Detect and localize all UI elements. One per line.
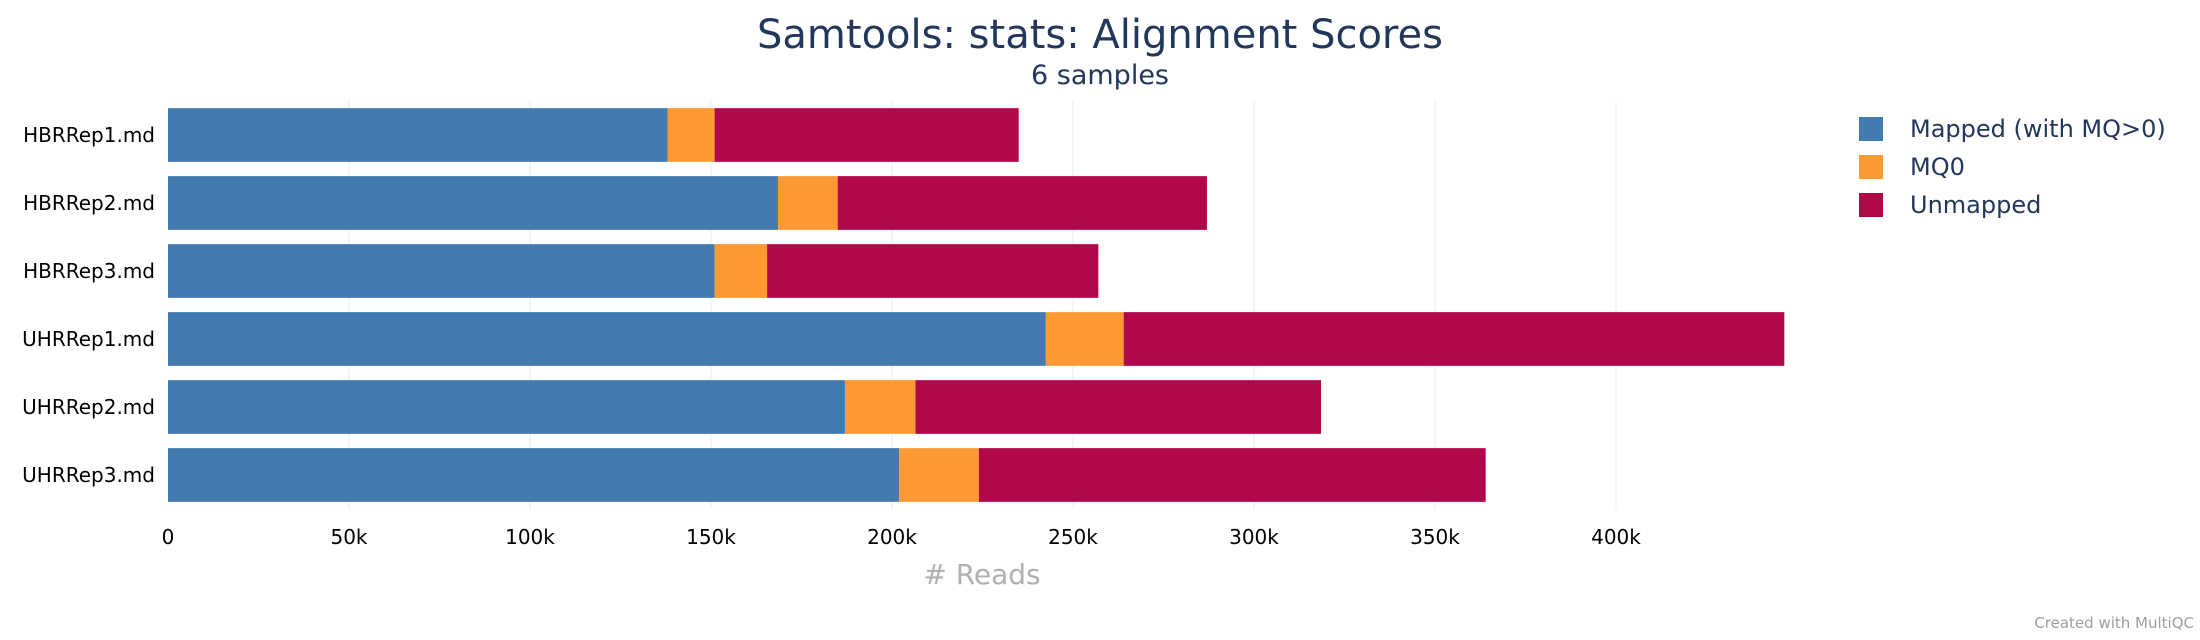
x-tick-label: 250k	[1048, 525, 1098, 549]
legend-swatch[interactable]	[1859, 155, 1883, 179]
legend-swatch[interactable]	[1859, 117, 1883, 141]
bars[interactable]	[168, 108, 1785, 502]
bar-segment[interactable]	[844, 380, 916, 434]
bar-segment[interactable]	[777, 176, 838, 230]
bar-segment[interactable]	[168, 448, 900, 502]
category-label: HBRRep1.md	[23, 123, 155, 147]
legend-swatch[interactable]	[1859, 193, 1883, 217]
bar-segment[interactable]	[168, 244, 715, 298]
x-tick-label: 400k	[1591, 525, 1641, 549]
legend-label[interactable]: Mapped (with MQ>0)	[1910, 115, 2166, 143]
x-tick-label: 350k	[1410, 525, 1460, 549]
bar-segment[interactable]	[767, 244, 1099, 298]
x-tick-labels: 0 50k 100k 150k 200k 250k 300k 350k 400k	[162, 525, 1642, 549]
category-label: HBRRep3.md	[23, 259, 155, 283]
bar-segment[interactable]	[837, 176, 1207, 230]
x-tick-label: 0	[162, 525, 175, 549]
credit-text: Created with MultiQC	[2034, 614, 2194, 632]
category-label: UHRRep1.md	[22, 327, 155, 351]
legend-label[interactable]: Unmapped	[1910, 191, 2041, 219]
category-label: UHRRep3.md	[22, 463, 155, 487]
x-tick-label: 300k	[1229, 525, 1279, 549]
x-tick-label: 200k	[867, 525, 917, 549]
x-axis-title: # Reads	[923, 558, 1040, 591]
bar-segment[interactable]	[714, 108, 1019, 162]
bar-segment[interactable]	[714, 244, 768, 298]
legend-label[interactable]: MQ0	[1910, 153, 1965, 181]
bar-segment[interactable]	[1123, 312, 1785, 366]
bar-segment[interactable]	[168, 108, 668, 162]
chart-title: Samtools: stats: Alignment Scores	[757, 12, 1443, 58]
bar-segment[interactable]	[915, 380, 1321, 434]
legend[interactable]: Mapped (with MQ>0) MQ0 Unmapped	[1859, 115, 2166, 219]
x-tick-label: 50k	[330, 525, 367, 549]
category-label: HBRRep2.md	[23, 191, 155, 215]
category-labels: HBRRep1.md HBRRep2.md HBRRep3.md UHRRep1.md…	[22, 123, 155, 487]
bar-segment[interactable]	[899, 448, 979, 502]
grid-lines	[348, 101, 1617, 509]
bar-segment[interactable]	[168, 176, 778, 230]
category-label: UHRRep2.md	[22, 395, 155, 419]
bar-segment[interactable]	[667, 108, 715, 162]
bar-segment[interactable]	[978, 448, 1486, 502]
chart-subtitle: 6 samples	[1031, 60, 1169, 91]
x-tick-label: 100k	[505, 525, 555, 549]
bar-segment[interactable]	[1045, 312, 1124, 366]
x-tick-label: 150k	[686, 525, 736, 549]
bar-segment[interactable]	[168, 312, 1046, 366]
bar-segment[interactable]	[168, 380, 845, 434]
